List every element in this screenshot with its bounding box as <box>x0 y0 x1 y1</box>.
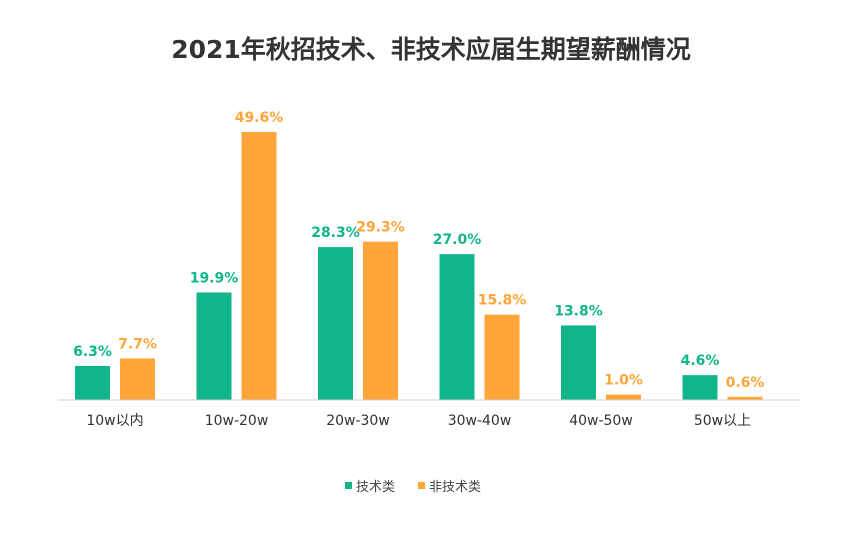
value-label-nontech-5: 0.6% <box>726 375 765 391</box>
bar-nontech-5 <box>727 396 763 400</box>
category-label-4: 40w-50w <box>569 413 633 429</box>
bar-nontech-3 <box>484 314 520 400</box>
category-label-2: 20w-30w <box>326 413 390 429</box>
value-label-nontech-2: 29.3% <box>356 220 405 236</box>
bar-nontech-1 <box>241 132 277 400</box>
legend-swatch-nontech <box>418 482 425 489</box>
value-label-nontech-3: 15.8% <box>478 293 527 309</box>
bar-nontech-0 <box>120 358 155 400</box>
bar-nontech-4 <box>606 394 641 400</box>
value-label-nontech-0: 7.7% <box>118 336 157 352</box>
bar-nontech-2 <box>363 241 398 400</box>
bar-tech-3 <box>439 254 475 400</box>
value-label-nontech-4: 1.0% <box>604 373 643 389</box>
chart-title: 2021年秋招技术、非技术应届生期望薪酬情况 <box>171 35 691 64</box>
category-label-1: 10w-20w <box>205 413 269 429</box>
legend-label-nontech: 非技术类 <box>429 480 481 495</box>
legend-label-tech: 技术类 <box>356 480 395 495</box>
value-label-nontech-1: 49.6% <box>235 110 284 126</box>
value-label-tech-1: 19.9% <box>190 270 239 286</box>
category-label-3: 30w-40w <box>448 413 512 429</box>
legend-swatch-tech <box>345 482 352 489</box>
value-label-tech-0: 6.3% <box>73 344 112 360</box>
value-label-tech-5: 4.6% <box>681 353 720 369</box>
value-label-tech-3: 27.0% <box>433 232 482 248</box>
category-label-0: 10w以内 <box>86 413 143 429</box>
category-label-5: 50w以上 <box>694 413 751 429</box>
bar-tech-1 <box>196 292 232 400</box>
bar-tech-0 <box>75 365 110 400</box>
legend: 技术类 非技术类 <box>345 480 481 495</box>
value-label-tech-4: 13.8% <box>554 303 603 319</box>
bar-tech-2 <box>318 247 353 400</box>
bar-tech-4 <box>561 325 596 400</box>
bars-group: 6.3% 7.7% 19.9% 49.6% 28.3%29.3% 27.0% 15.8% 13… <box>73 110 764 400</box>
bar-tech-5 <box>682 375 718 400</box>
value-label-tech-2: 28.3% <box>311 225 360 241</box>
category-labels: 10w以内 10w-20w 20w-30w 30w-40w 40w-50w 50w以上 <box>86 413 751 429</box>
